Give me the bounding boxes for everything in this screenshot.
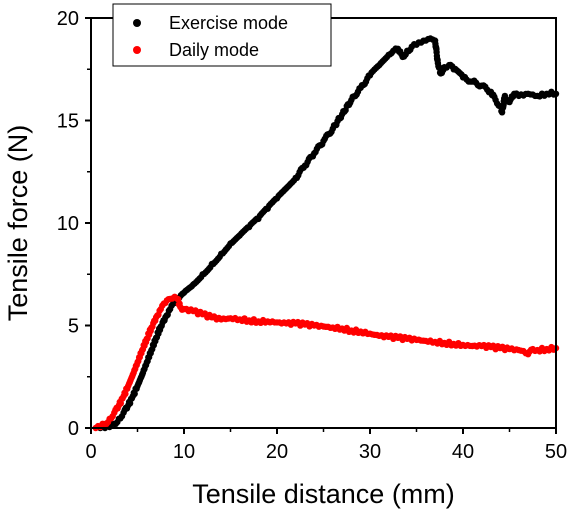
- legend: Exercise mode Daily mode: [112, 3, 332, 67]
- legend-marker-exercise-mode: [133, 19, 141, 27]
- x-tick-label: 30: [359, 441, 381, 463]
- x-tick-label: 0: [85, 441, 96, 463]
- y-axis-title: Tensile force (N): [3, 125, 33, 322]
- legend-box: [112, 3, 332, 67]
- y-tick-label: 10: [57, 213, 79, 235]
- y-tick-label: 20: [57, 8, 79, 30]
- data-point: [131, 390, 138, 397]
- x-axis-title: Tensile distance (mm): [192, 479, 455, 509]
- y-tick-label: 15: [57, 111, 79, 133]
- series-daily-mode: [92, 293, 560, 432]
- series-exercise-mode: [97, 35, 560, 432]
- y-tick-label: 0: [68, 418, 79, 440]
- y-tick-label: 5: [68, 316, 79, 338]
- plot-frame: [90, 17, 557, 429]
- data-point: [122, 390, 129, 397]
- data-points-layer: [92, 35, 560, 432]
- ticks-layer: 0 10 20 30 40 50 0 5 10 15 20: [57, 8, 567, 463]
- legend-label-daily-mode: Daily mode: [169, 40, 259, 60]
- x-tick-label: 10: [173, 441, 195, 463]
- x-tick-label: 20: [266, 441, 288, 463]
- legend-label-exercise-mode: Exercise mode: [169, 13, 288, 33]
- x-tick-label: 40: [452, 441, 474, 463]
- legend-marker-daily-mode: [133, 46, 141, 54]
- x-tick-label: 50: [545, 441, 567, 463]
